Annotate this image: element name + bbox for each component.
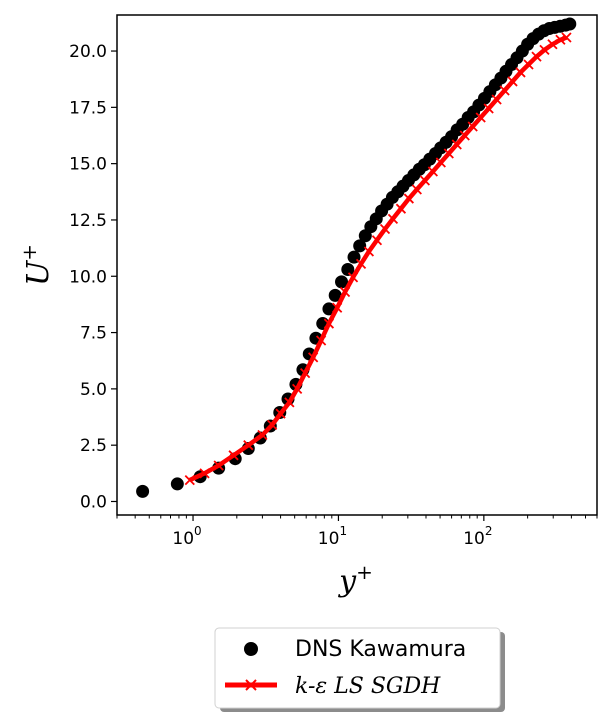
kepsilon-point <box>515 67 526 78</box>
kepsilon-point <box>555 34 566 45</box>
kepsilon-point <box>184 474 195 486</box>
kepsilon-point <box>459 130 470 141</box>
kepsilon-point <box>332 302 343 313</box>
x-axis-label: y+ <box>337 560 373 599</box>
x-tick-base: 10 <box>463 529 485 549</box>
dns-point <box>328 288 342 302</box>
legend-box <box>214 627 501 709</box>
dns-point <box>341 263 355 277</box>
kepsilon-point <box>467 121 478 132</box>
kepsilon-point <box>363 246 375 257</box>
kepsilon-point <box>475 112 486 123</box>
kepsilon-point <box>483 103 494 114</box>
y-tick-label: 10.0 <box>69 267 107 287</box>
dns-point <box>563 17 577 31</box>
x-tick-exponent: 0 <box>194 524 202 538</box>
kepsilon-point <box>275 408 286 419</box>
dns-point <box>335 275 349 289</box>
dns-point <box>170 477 184 491</box>
y-tick-label: 0.0 <box>80 492 107 512</box>
kepsilon-point <box>323 318 335 329</box>
x-tick-label: 101 <box>318 524 347 549</box>
legend-marker-dns <box>244 642 258 656</box>
legend-label-dns: DNS Kawamura <box>295 637 466 662</box>
kepsilon-point <box>411 184 422 195</box>
kepsilon-point <box>213 460 224 471</box>
kepsilon-point <box>355 258 367 270</box>
kepsilon-point <box>347 272 359 283</box>
kepsilon-point <box>315 335 327 346</box>
kepsilon-point <box>443 148 454 159</box>
y-tick-label: 15.0 <box>69 155 107 175</box>
kepsilon-point <box>387 213 399 224</box>
kepsilon-point <box>379 223 391 235</box>
dns-point <box>136 484 150 498</box>
y-tick-label: 2.5 <box>80 436 107 456</box>
y-tick-label: 7.5 <box>80 324 107 344</box>
x-tick-base: 10 <box>318 529 340 549</box>
legend-label-kepsilon: k-ε LS SGDH <box>295 674 441 699</box>
x-tick-label: 100 <box>172 524 201 549</box>
x-tick-base: 10 <box>172 529 194 549</box>
kepsilon-line <box>188 35 568 483</box>
kepsilon-point <box>419 175 431 186</box>
legend: DNS Kawamura k-ε LS SGDH <box>214 627 505 712</box>
y-axis-label-superscript: + <box>17 244 41 261</box>
x-axis-label-superscript: + <box>356 560 373 584</box>
plot-frame <box>116 14 598 516</box>
kepsilon-point <box>267 419 278 431</box>
y-tick-label: 5.0 <box>80 380 107 400</box>
kepsilon-point <box>228 450 239 461</box>
kepsilon-point <box>561 32 572 43</box>
kepsilon-point <box>427 166 438 177</box>
kepsilon-point <box>243 440 254 451</box>
kepsilon-point <box>547 39 558 50</box>
kepsilon-point <box>292 383 303 395</box>
kepsilon-point <box>371 235 383 246</box>
kepsilon-point <box>308 352 319 363</box>
dns-point <box>322 302 336 316</box>
kepsilon-point <box>451 139 462 150</box>
kepsilon-point <box>491 94 502 105</box>
plot-content <box>136 17 577 498</box>
kepsilon-point <box>539 44 550 56</box>
x-tick-exponent: 2 <box>485 524 493 538</box>
kepsilon-point <box>284 397 295 408</box>
kepsilon-point <box>523 59 534 70</box>
x-tick-exponent: 1 <box>339 524 347 538</box>
kepsilon-point <box>499 85 510 96</box>
kepsilon-point <box>403 193 414 204</box>
dns-point <box>353 239 367 253</box>
legend-marker-kepsilon <box>245 679 257 691</box>
y-tick-label: 17.5 <box>69 98 107 118</box>
kepsilon-point <box>339 286 351 298</box>
kepsilon-point <box>299 367 311 379</box>
kepsilon-point <box>257 429 268 441</box>
kepsilon-point <box>507 76 518 87</box>
kepsilon-point <box>199 468 210 479</box>
kepsilon-point <box>395 203 407 214</box>
y-axis-label: U+ <box>17 244 56 286</box>
x-tick-label: 102 <box>463 524 492 549</box>
y-tick-label: 20.0 <box>69 42 107 62</box>
y-tick-label: 12.5 <box>69 211 107 231</box>
kepsilon-point <box>435 157 446 168</box>
